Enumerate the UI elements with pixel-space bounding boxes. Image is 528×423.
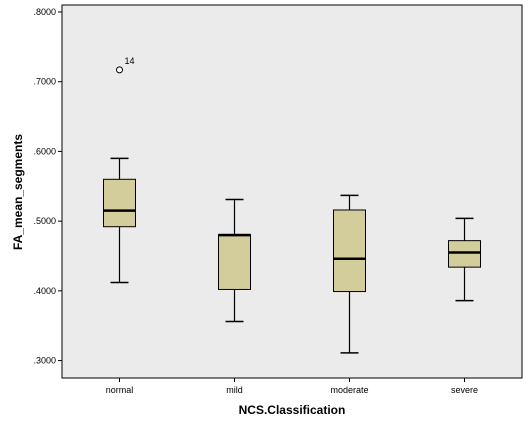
iqr-box [103,178,136,228]
y-tick-label: .3000 [33,356,56,366]
iqr-box [448,240,481,268]
y-tick-label: .8000 [33,7,56,17]
plot-area [61,4,523,379]
x-tick-label-severe: severe [451,385,478,395]
y-axis-title: FA_mean_segments [11,134,25,250]
x-tick-label-mild: mild [226,385,243,395]
x-tick-label-normal: normal [106,385,134,395]
boxes [103,157,481,354]
iqr-box [218,233,251,290]
outliers: 14 [116,56,135,74]
y-tick-label: .4000 [33,286,56,296]
y-tick-label: .7000 [33,77,56,87]
y-axis: .3000 .4000 .5000 .6000 .7000 .8000 [33,7,62,366]
x-axis-title: NCS.Classification [239,403,346,417]
iqr-box [333,209,366,293]
y-tick-label: .5000 [33,216,56,226]
box-severe [448,217,481,302]
box-moderate [333,194,366,354]
box-mild [218,198,251,323]
x-axis: normal mild moderate severe [106,378,478,395]
x-tick-label-moderate: moderate [330,385,368,395]
outlier-label: 14 [125,56,135,66]
y-tick-label: .6000 [33,146,56,156]
box-normal [103,157,136,284]
outlier-point [116,66,123,74]
